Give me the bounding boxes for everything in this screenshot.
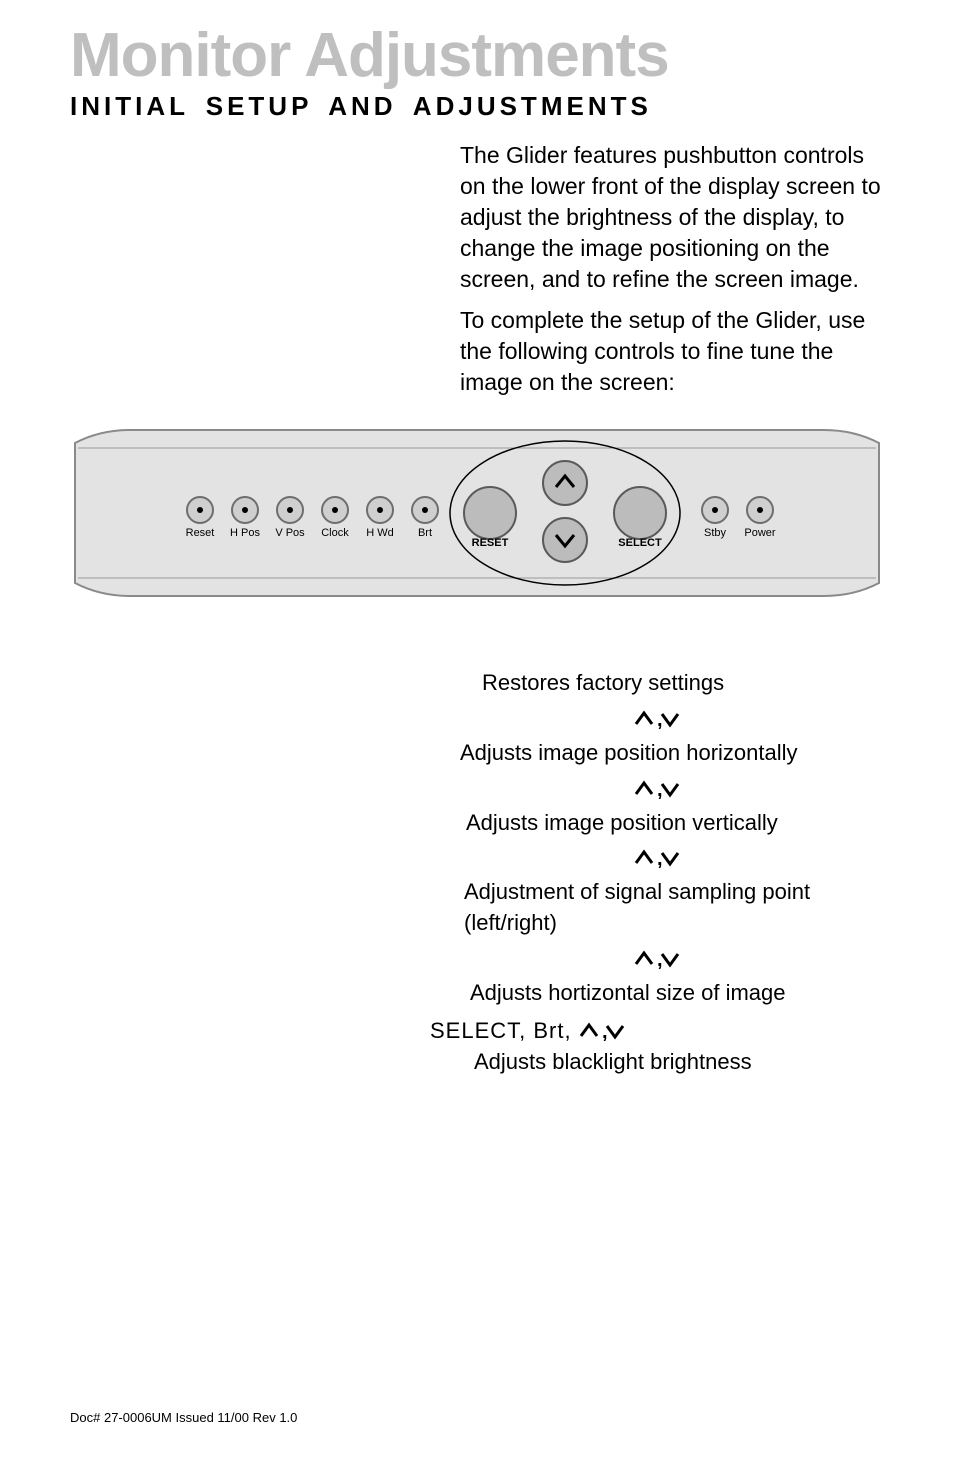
control-panel-diagram: Reset H Pos V Pos Clock H Wd Brt RESET bbox=[70, 428, 884, 598]
panel-btn-stby: Stby bbox=[702, 497, 728, 539]
svg-text:RESET: RESET bbox=[472, 537, 509, 549]
control-arrows: , bbox=[430, 947, 884, 978]
panel-btn-reset: Reset bbox=[186, 497, 215, 539]
panel-btn-hwd: H Wd bbox=[366, 497, 394, 539]
svg-text:,: , bbox=[657, 949, 663, 969]
control-row: , Adjustment of signal sampling point (l… bbox=[460, 846, 884, 938]
svg-text:Brt: Brt bbox=[418, 527, 432, 539]
svg-text:H Wd: H Wd bbox=[366, 527, 394, 539]
panel-btn-power: Power bbox=[744, 497, 776, 539]
intro-text: The Glider features pushbutton controls … bbox=[460, 140, 884, 398]
svg-text:,: , bbox=[657, 779, 663, 799]
svg-text:V Pos: V Pos bbox=[275, 527, 305, 539]
svg-text:Reset: Reset bbox=[186, 527, 215, 539]
panel-big-select: SELECT bbox=[614, 487, 666, 549]
control-row: Restores factory settings bbox=[460, 668, 884, 699]
control-desc: Adjustment of signal sampling point (lef… bbox=[464, 877, 884, 939]
control-desc: Adjusts hortizontal size of image bbox=[470, 978, 884, 1009]
control-select-text: SELECT, Brt, bbox=[430, 1018, 579, 1043]
svg-text:SELECT: SELECT bbox=[618, 537, 662, 549]
svg-text:Stby: Stby bbox=[704, 527, 727, 539]
control-row: , Adjusts image position horizontally bbox=[460, 707, 884, 769]
control-desc: Adjusts blacklight brightness bbox=[474, 1047, 884, 1078]
controls-list: Restores factory settings , Adjusts imag… bbox=[460, 668, 884, 1078]
panel-big-reset: RESET bbox=[464, 487, 516, 549]
control-arrows: , bbox=[430, 777, 884, 808]
control-arrows: , bbox=[430, 846, 884, 877]
doc-footer: Doc# 27-0006UM Issued 11/00 Rev 1.0 bbox=[70, 1410, 297, 1425]
section-subtitle: INITIAL SETUP AND ADJUSTMENTS bbox=[70, 91, 884, 122]
svg-text:Clock: Clock bbox=[321, 527, 349, 539]
intro-p1: The Glider features pushbutton controls … bbox=[460, 140, 884, 295]
control-row: , Adjusts image position vertically bbox=[460, 777, 884, 839]
page-title: Monitor Adjustments bbox=[70, 25, 884, 87]
control-arrows: , bbox=[430, 707, 884, 738]
panel-btn-clock: Clock bbox=[321, 497, 349, 539]
control-select-label: SELECT, Brt, , bbox=[430, 1016, 884, 1047]
svg-text:H Pos: H Pos bbox=[230, 527, 260, 539]
svg-text:,: , bbox=[657, 709, 663, 729]
panel-btn-hpos: H Pos bbox=[230, 497, 260, 539]
svg-text:Power: Power bbox=[744, 527, 776, 539]
svg-text:,: , bbox=[657, 848, 663, 868]
svg-text:,: , bbox=[602, 1021, 609, 1041]
panel-down-btn bbox=[543, 518, 587, 562]
control-desc: Adjusts image position vertically bbox=[466, 808, 884, 839]
control-row: , Adjusts hortizontal size of image bbox=[460, 947, 884, 1009]
control-desc: Adjusts image position horizontally bbox=[460, 738, 884, 769]
panel-up-btn bbox=[543, 461, 587, 505]
panel-btn-vpos: V Pos bbox=[275, 497, 305, 539]
intro-p2: To complete the setup of the Glider, use… bbox=[460, 305, 884, 398]
control-row: SELECT, Brt, , Adjusts blacklight bright… bbox=[460, 1016, 884, 1078]
control-desc: Restores factory settings bbox=[482, 668, 884, 699]
